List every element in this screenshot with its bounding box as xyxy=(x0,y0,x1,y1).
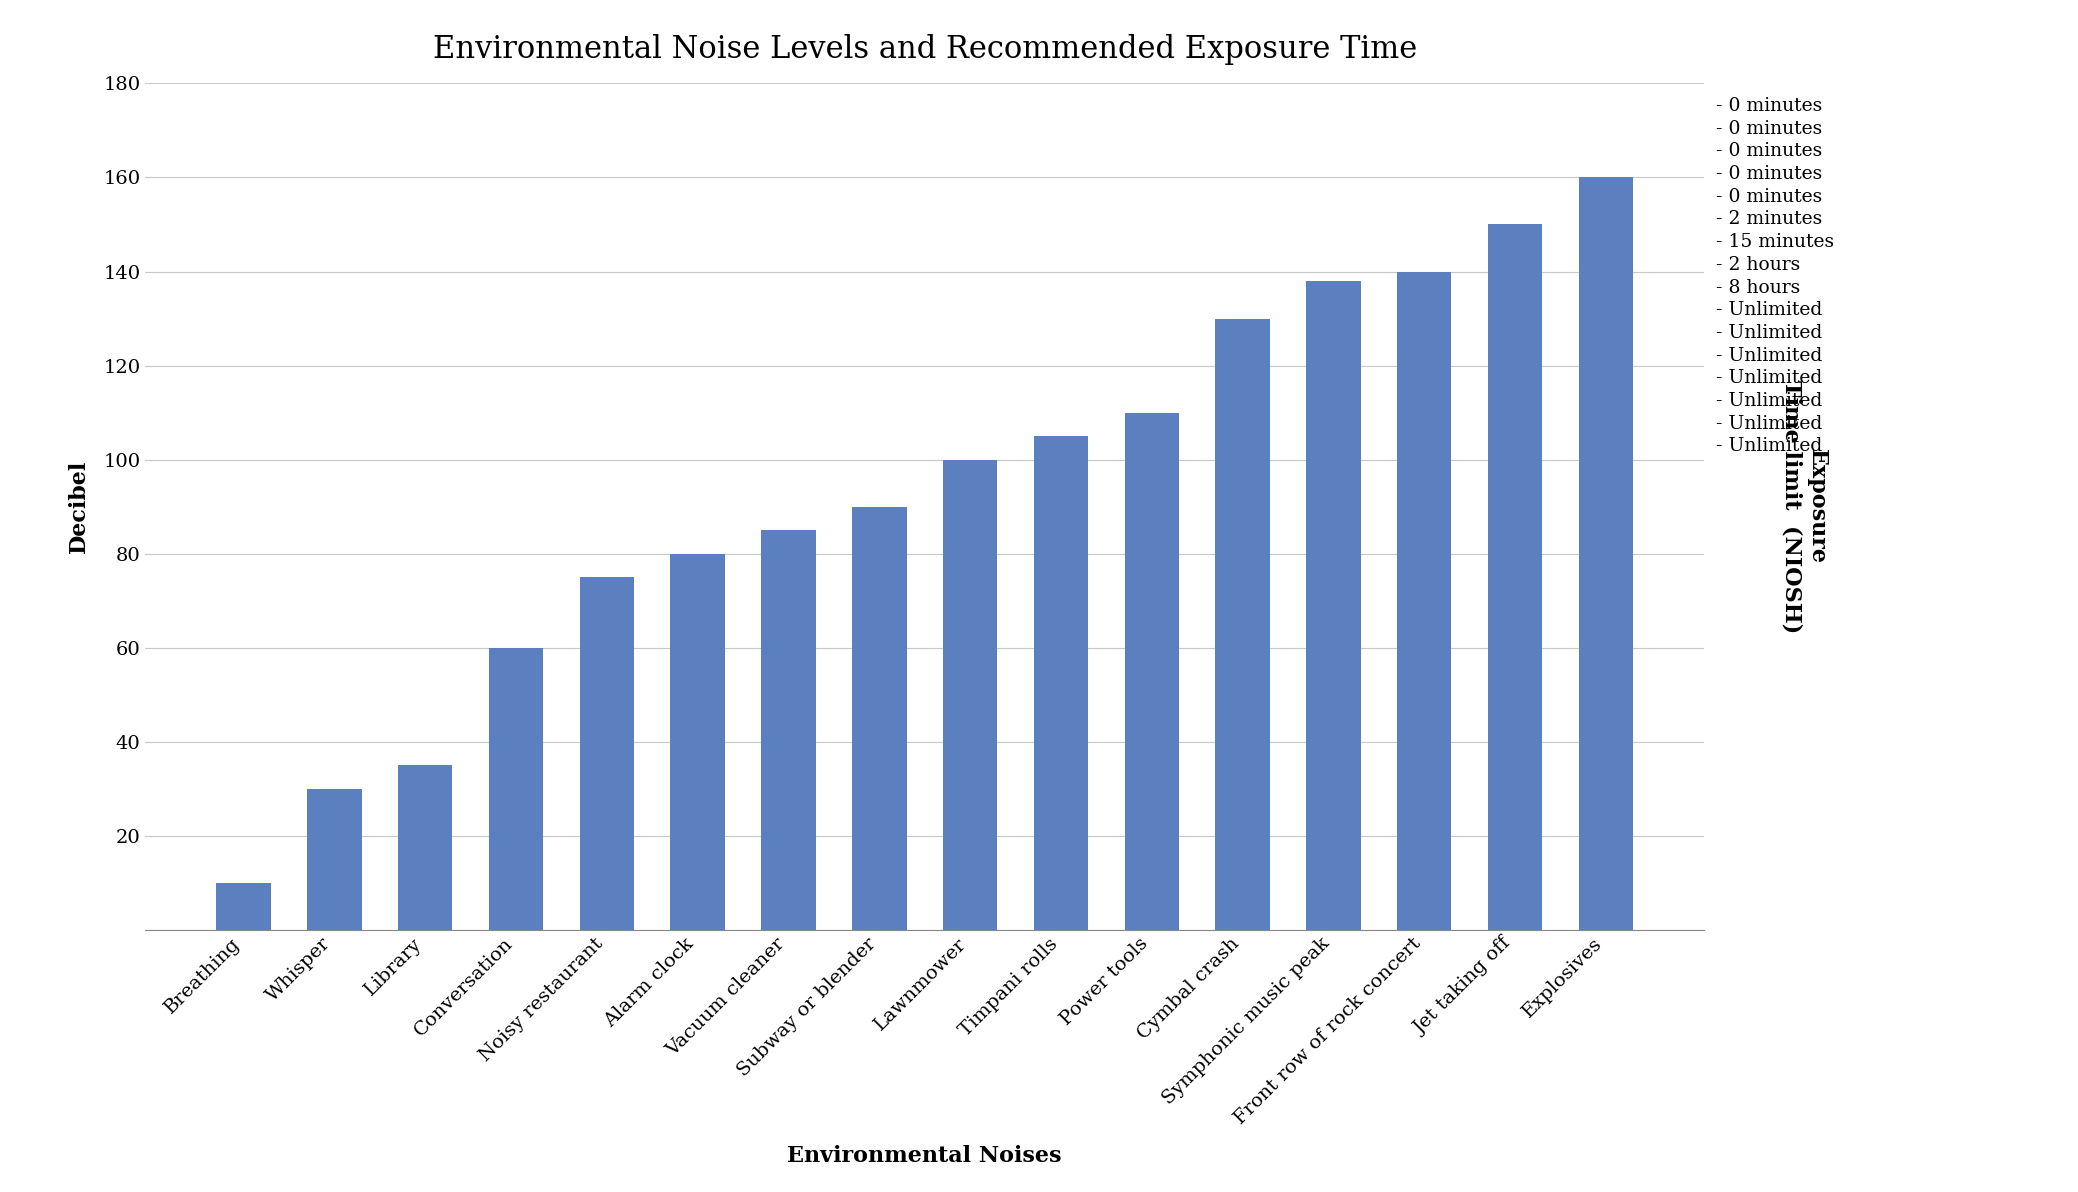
Bar xyxy=(1579,178,1633,930)
Title: Environmental Noise Levels and Recommended Exposure Time: Environmental Noise Levels and Recommend… xyxy=(432,35,1417,66)
Y-axis label: Exposure
Time limit  (NIOSH): Exposure Time limit (NIOSH) xyxy=(1781,380,1829,633)
Bar xyxy=(761,530,817,930)
Bar xyxy=(1488,224,1542,930)
Bar xyxy=(580,577,634,930)
Bar xyxy=(943,460,997,930)
Bar xyxy=(488,647,542,930)
Bar xyxy=(1216,318,1270,930)
Bar xyxy=(852,507,906,930)
Legend: - 0 minutes, - 0 minutes, - 0 minutes, - 0 minutes, - 0 minutes, - 2 minutes, - : - 0 minutes, - 0 minutes, - 0 minutes, -… xyxy=(1716,97,1835,455)
Bar xyxy=(216,883,270,930)
Bar xyxy=(1396,272,1450,930)
Bar xyxy=(1307,281,1361,930)
Bar xyxy=(1033,436,1089,930)
X-axis label: Environmental Noises: Environmental Noises xyxy=(788,1144,1062,1167)
Y-axis label: Decibel: Decibel xyxy=(69,460,89,553)
Bar xyxy=(308,789,362,930)
Bar xyxy=(399,765,453,930)
Bar xyxy=(1124,412,1178,930)
Bar xyxy=(671,553,725,930)
